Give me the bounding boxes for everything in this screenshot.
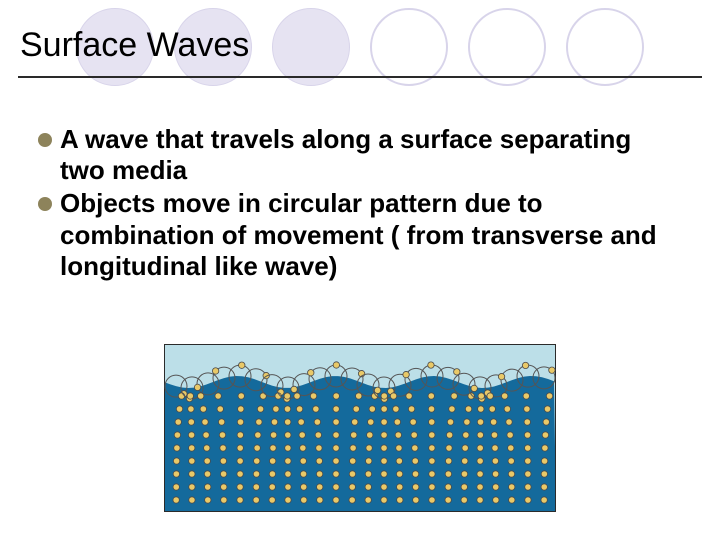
decoration-circle: [566, 8, 644, 86]
bullet-list: A wave that travels along a surface sepa…: [38, 124, 678, 284]
bullet-icon: [38, 197, 52, 211]
slide-title: Surface Waves: [20, 26, 249, 65]
bullet-text: A wave that travels along a surface sepa…: [60, 124, 678, 186]
decoration-circle: [468, 8, 546, 86]
bullet-icon: [38, 133, 52, 147]
decoration-circle: [370, 8, 448, 86]
title-underline: [18, 76, 702, 78]
decoration-circle: [272, 8, 350, 86]
bullet-item: A wave that travels along a surface sepa…: [38, 124, 678, 186]
surface-wave-diagram: [164, 344, 556, 512]
bullet-text: Objects move in circular pattern due to …: [60, 188, 678, 282]
bullet-item: Objects move in circular pattern due to …: [38, 188, 678, 282]
